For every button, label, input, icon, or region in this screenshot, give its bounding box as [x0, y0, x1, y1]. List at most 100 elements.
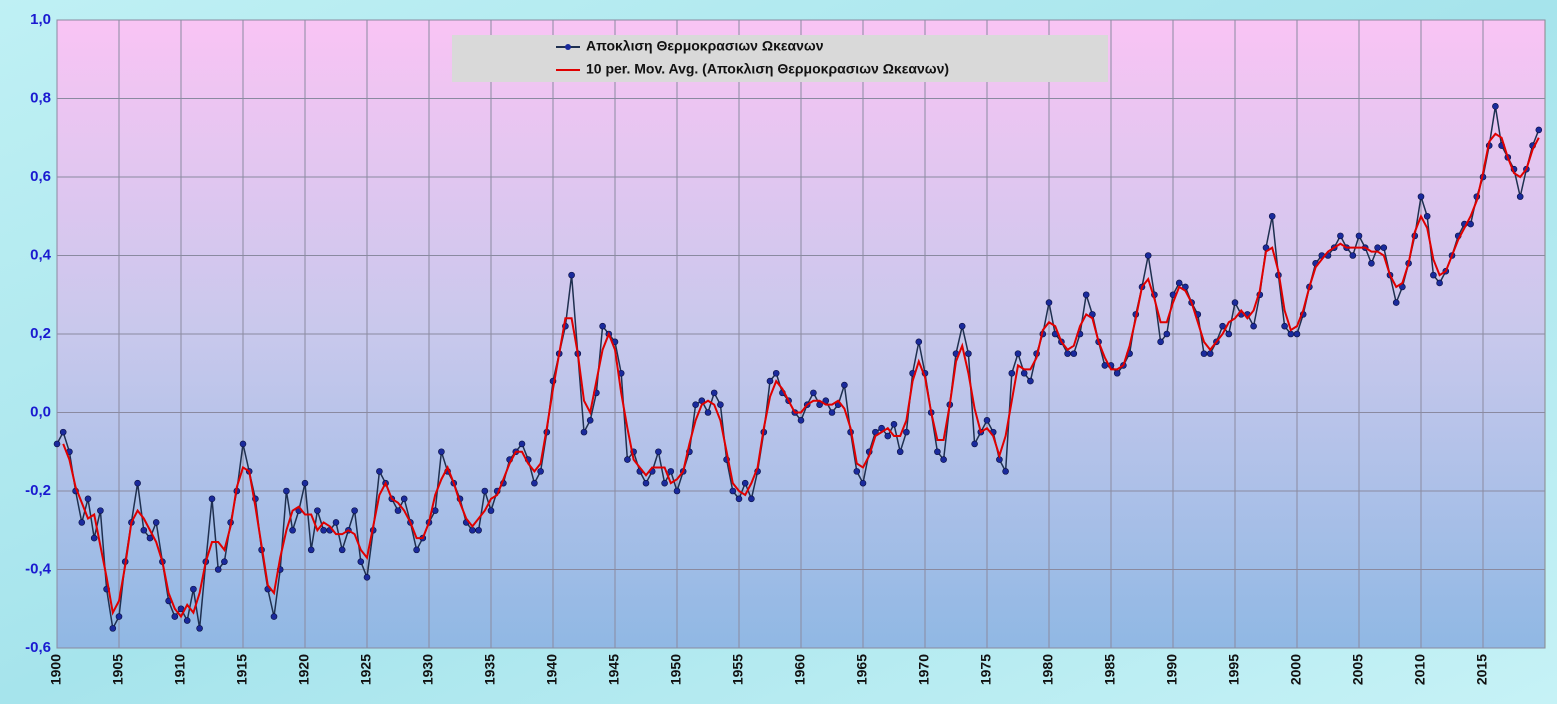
data-point: [1287, 330, 1295, 338]
data-point: [655, 448, 662, 456]
data-point: [134, 479, 141, 487]
x-tick-label: 1915: [234, 654, 250, 685]
x-tick-label: 1925: [358, 654, 374, 685]
data-point: [983, 417, 991, 424]
data-point: [53, 440, 61, 448]
data-point: [673, 487, 681, 495]
x-tick-label: 1960: [792, 654, 808, 685]
y-tick-label: 0,2: [30, 325, 51, 342]
data-point: [580, 428, 588, 436]
data-point: [1113, 369, 1121, 377]
data-point: [1231, 299, 1239, 306]
x-tick-label: 1900: [48, 654, 64, 685]
data-point: [667, 468, 675, 475]
data-point: [1206, 350, 1214, 357]
data-point: [748, 495, 755, 503]
data-point: [190, 585, 197, 593]
axes: -0,6 -0,4 -0,2 0,0 0,2 0,4 0,6 0,8 1,0 1900 1905 19…: [25, 11, 1490, 685]
data-point: [1268, 212, 1276, 220]
x-tick-label: 1950: [668, 654, 684, 685]
data-point: [661, 479, 668, 487]
x-tick-label: 1965: [854, 654, 870, 685]
data-point: [1467, 220, 1474, 228]
data-point: [146, 534, 154, 542]
data-point: [1219, 322, 1226, 330]
y-tick-label: 0,0: [30, 403, 51, 420]
data-point: [1200, 350, 1208, 357]
data-point: [518, 440, 526, 448]
data-point: [710, 389, 718, 397]
legend: Αποκλιση Θερμοκρασιων Ωκεανων 10 per. Mov…: [452, 35, 1108, 82]
data-point: [171, 613, 179, 620]
data-point: [351, 507, 358, 514]
data-point: [903, 428, 910, 436]
legend-marker: [565, 44, 571, 50]
data-point: [283, 487, 290, 495]
data-point: [1349, 252, 1357, 259]
data-point: [853, 468, 861, 475]
x-tick-label: 1930: [420, 654, 436, 685]
data-point: [177, 605, 185, 613]
grid: [56, 19, 1545, 649]
data-point: [1163, 330, 1171, 338]
data-point: [965, 350, 972, 357]
x-tick-label: 2005: [1350, 654, 1366, 685]
data-point: [357, 558, 365, 565]
data-point: [1157, 338, 1164, 346]
data-point: [915, 338, 923, 346]
data-point: [531, 479, 538, 487]
y-tick-label: 0,6: [30, 168, 51, 185]
data-point: [934, 448, 941, 456]
data-point: [1250, 322, 1257, 330]
data-point: [1535, 126, 1543, 134]
data-point: [896, 448, 904, 456]
series-layer: [53, 103, 1543, 632]
data-point: [301, 479, 309, 487]
data-point: [1492, 103, 1499, 110]
data-point: [1417, 193, 1425, 200]
data-point: [307, 546, 315, 554]
data-point: [1293, 330, 1301, 338]
data-point: [772, 369, 780, 377]
data-point: [958, 322, 966, 330]
data-point: [196, 625, 203, 632]
legend-label: Αποκλιση Θερμοκρασιων Ωκεανων: [586, 38, 824, 54]
y-tick-label: -0,4: [25, 560, 52, 577]
legend-box: [452, 35, 1108, 82]
data-point: [971, 440, 978, 448]
data-point: [735, 495, 743, 503]
data-point: [1027, 377, 1034, 385]
data-point: [704, 409, 712, 416]
x-tick-label: 1970: [916, 654, 932, 685]
data-point: [537, 468, 544, 475]
data-point: [400, 495, 408, 503]
y-tick-label: -0,2: [25, 482, 51, 499]
data-point: [1392, 299, 1400, 306]
data-point: [363, 574, 371, 581]
data-point: [642, 479, 650, 487]
data-point: [797, 417, 805, 424]
x-tick-label: 1905: [110, 654, 126, 685]
data-point: [599, 322, 606, 330]
data-point: [84, 495, 92, 503]
x-tick-label: 1985: [1102, 654, 1118, 685]
y-tick-label: 0,8: [30, 89, 51, 106]
data-point: [1070, 350, 1078, 357]
x-tick-label: 1975: [978, 654, 994, 685]
data-point: [320, 526, 327, 534]
x-tick-label: 1980: [1040, 654, 1056, 685]
data-point: [90, 534, 98, 542]
data-point: [828, 409, 836, 416]
data-point: [487, 507, 495, 514]
data-point: [239, 440, 247, 448]
x-tick-label: 1990: [1164, 654, 1180, 685]
x-tick-label: 1940: [544, 654, 560, 685]
data-point: [481, 487, 489, 495]
data-point: [1374, 244, 1381, 251]
data-point: [1225, 330, 1233, 338]
data-point: [394, 507, 402, 514]
data-point: [413, 546, 420, 554]
data-point: [314, 507, 321, 514]
